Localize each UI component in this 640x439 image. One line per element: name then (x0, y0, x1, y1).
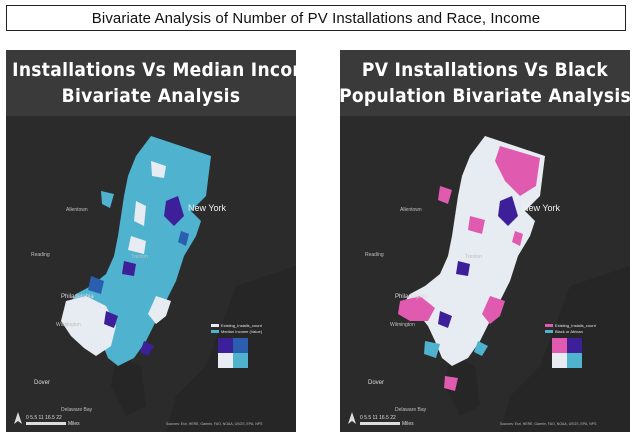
black-pop-map[interactable]: New York Philadelphia Trenton Dover Alle… (340, 116, 630, 432)
black-pop-label-trenton: Trenton (465, 254, 482, 260)
income-scale-bar (26, 422, 66, 425)
black-pop-label-new-york: New York (522, 203, 561, 213)
income-label-wilmington: Wilmington (56, 322, 81, 328)
income-north-arrow (14, 412, 22, 424)
black-pop-accent-area (498, 196, 518, 226)
black-pop-map-svg: New York Philadelphia Trenton Dover Alle… (340, 116, 630, 432)
income-label-new-york: New York (188, 203, 227, 213)
black-pop-north-arrow (348, 412, 356, 424)
income-map[interactable]: New York Philadelphia Trenton Dover Alle… (6, 116, 296, 432)
income-legend: Existing_Installs_count Median Income (V… (211, 323, 263, 368)
black-pop-label-delaware-bay: Delaware Bay (395, 407, 427, 413)
income-legend-item1: Existing_Installs_count (221, 323, 263, 328)
black-pop-label-allentown: Allentown (400, 207, 422, 213)
black-pop-map-title-line1: PV Installations Vs Black (361, 59, 609, 81)
black-pop-secondary-area (402, 136, 545, 366)
page-title: Bivariate Analysis of Number of PV Insta… (91, 9, 541, 27)
income-attribution: Sources: Esri, HERE, Garmin, FAO, NOAA, … (166, 422, 263, 426)
black-pop-primary-area (495, 146, 540, 196)
black-pop-scale-unit: Miles (402, 421, 414, 427)
black-pop-label-philadelphia: Philadelphia (395, 294, 428, 300)
income-map-svg: New York Philadelphia Trenton Dover Alle… (6, 116, 296, 432)
income-scale-unit: Miles (68, 421, 80, 427)
income-accent-area (164, 196, 184, 226)
black-pop-map-header: PV Installations Vs Black Population Biv… (340, 50, 630, 116)
black-pop-scale: 0 5.5 11 16.5 22 (360, 415, 396, 421)
black-pop-legend-item1: Existing_Installs_count (555, 323, 597, 328)
black-pop-map-title-line2: Population Bivariate Analysis (340, 85, 630, 107)
black-pop-nj-region (398, 136, 545, 391)
black-pop-map-panel: PV Installations Vs Black Population Biv… (340, 50, 630, 432)
income-label-allentown: Allentown (66, 207, 88, 213)
black-pop-label-wilmington: Wilmington (390, 322, 415, 328)
income-label-delaware-bay: Delaware Bay (61, 407, 93, 413)
income-scale: 0 5.5 11 16.5 22 (26, 415, 62, 421)
income-legend-item2: Median Income (Value) (221, 329, 263, 334)
page-title-box: Bivariate Analysis of Number of PV Insta… (6, 5, 626, 31)
income-map-title-line2: Bivariate Analysis (61, 85, 241, 107)
black-pop-legend-item2: Black or African (555, 329, 583, 334)
black-pop-label-reading: Reading (365, 252, 384, 258)
black-pop-legend: Existing_Installs_count Black or African (545, 323, 597, 368)
income-label-reading: Reading (31, 252, 50, 258)
black-pop-label-dover: Dover (368, 380, 384, 386)
income-secondary-area (61, 296, 116, 356)
income-map-panel: PV Installations Vs Median Income Bivari… (6, 50, 296, 432)
income-label-philadelphia: Philadelphia (61, 294, 94, 300)
income-label-dover: Dover (34, 380, 50, 386)
income-nj-region (61, 136, 211, 366)
black-pop-scale-bar (360, 422, 400, 425)
income-label-trenton: Trenton (131, 254, 148, 260)
black-pop-attribution: Sources: Esri, HERE, Garmin, FAO, NOAA, … (500, 422, 597, 426)
income-map-title-line1: PV Installations Vs Median Income (6, 59, 296, 81)
income-map-header: PV Installations Vs Median Income Bivari… (6, 50, 296, 116)
